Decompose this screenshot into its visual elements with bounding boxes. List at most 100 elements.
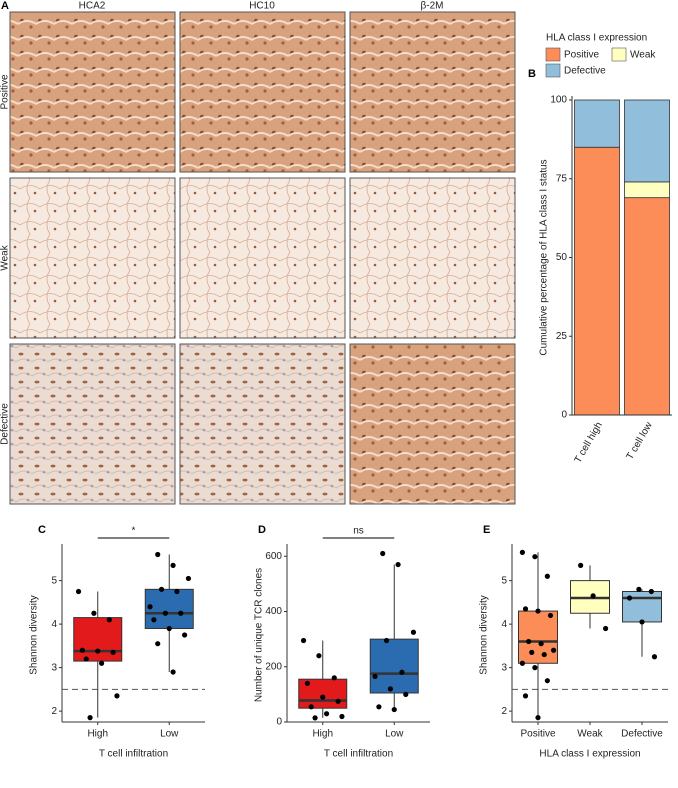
data-point	[95, 648, 101, 654]
x-tick-label: Low	[385, 729, 404, 740]
legend-swatch	[545, 63, 561, 78]
panel-label: E	[483, 524, 490, 536]
histology-image	[9, 343, 176, 505]
y-tick-label: 200	[265, 661, 282, 672]
data-point	[651, 654, 658, 660]
y-tick-label: 0	[276, 717, 282, 728]
y-tick-label: 600	[265, 551, 282, 562]
box	[144, 588, 194, 629]
data-point	[323, 711, 330, 717]
panel-label: D	[258, 524, 266, 536]
data-point	[178, 610, 184, 616]
data-point	[603, 625, 609, 632]
data-point	[110, 649, 116, 656]
histology-image	[179, 11, 346, 173]
data-point	[155, 641, 161, 647]
box	[518, 610, 558, 664]
x-tick-label: Weak	[577, 729, 603, 740]
data-point	[387, 686, 394, 692]
data-point	[380, 550, 386, 557]
data-point	[339, 713, 345, 720]
histology-grid: A HCA2 HC10 β-2M Positive Weak Defective	[0, 0, 516, 505]
data-point	[106, 617, 112, 623]
histology-image	[9, 11, 176, 173]
y-tick-label: 4	[501, 619, 507, 630]
data-point	[182, 632, 188, 638]
data-point	[578, 562, 584, 569]
data-point	[114, 693, 120, 699]
legend-label: Defective	[564, 66, 606, 77]
data-point	[170, 562, 176, 569]
data-point	[151, 617, 157, 623]
data-point	[522, 693, 529, 699]
y-tick-label: 5	[51, 575, 57, 586]
significance-label: *	[132, 526, 136, 537]
legend-label: Weak	[630, 50, 656, 61]
data-point	[158, 586, 165, 592]
x-axis-label: HLA class I expression	[539, 749, 640, 760]
data-point	[639, 619, 645, 625]
data-point	[335, 698, 341, 704]
data-point	[410, 629, 417, 635]
x-tick-label: T cell low	[625, 420, 656, 462]
y-axis-label: Shannon diversity	[29, 595, 40, 675]
data-point	[590, 593, 596, 599]
x-tick-label: High	[312, 729, 333, 740]
column-label: HCA2	[79, 1, 106, 12]
histology-image	[349, 177, 516, 339]
row-label: Defective	[0, 403, 11, 445]
bar-segment	[624, 197, 670, 416]
data-point	[316, 653, 322, 659]
y-tick-label: 25	[556, 331, 568, 342]
data-point	[75, 588, 82, 595]
row-label: Weak	[0, 244, 11, 270]
x-tick-label: Low	[160, 729, 179, 740]
y-tick-label: 3	[51, 662, 57, 673]
data-point	[535, 608, 541, 614]
data-point	[532, 665, 538, 671]
y-tick-label: 3	[501, 662, 507, 673]
bar-segment	[574, 99, 620, 148]
data-point	[308, 704, 314, 710]
data-point	[98, 660, 105, 666]
box	[73, 617, 123, 662]
x-axis-label: T cell infiltration	[324, 749, 393, 760]
data-point	[185, 575, 192, 582]
data-point	[522, 606, 529, 612]
data-point	[541, 651, 547, 658]
box	[369, 638, 419, 694]
histology-image	[179, 343, 346, 505]
histology-image	[9, 177, 176, 339]
data-point	[519, 660, 526, 666]
data-point	[383, 637, 390, 644]
y-tick-label: 100	[550, 95, 567, 106]
data-point	[155, 551, 161, 558]
data-point	[526, 638, 532, 645]
data-point	[304, 680, 310, 686]
data-point	[529, 649, 535, 656]
data-point	[399, 669, 405, 675]
x-tick-label: T cell high	[573, 420, 605, 465]
data-point	[170, 669, 176, 675]
data-point	[331, 675, 337, 681]
bar-segment	[574, 146, 620, 416]
data-point	[312, 715, 318, 721]
data-point	[544, 573, 550, 579]
x-tick-label: Defective	[621, 729, 663, 740]
data-point	[372, 673, 378, 680]
x-axis-label: T cell infiltration	[99, 749, 168, 760]
y-tick-label: 75	[556, 173, 568, 184]
data-point	[166, 625, 172, 632]
data-point	[535, 715, 541, 721]
data-point	[391, 706, 397, 713]
column-label: HC10	[249, 1, 275, 12]
data-point	[519, 549, 526, 555]
y-tick-label: 4	[51, 619, 57, 630]
histology-image	[349, 11, 516, 173]
data-point	[376, 704, 382, 710]
histology-image	[179, 177, 346, 339]
data-point	[544, 678, 550, 684]
data-point	[162, 610, 169, 616]
legend-swatch	[611, 47, 627, 62]
